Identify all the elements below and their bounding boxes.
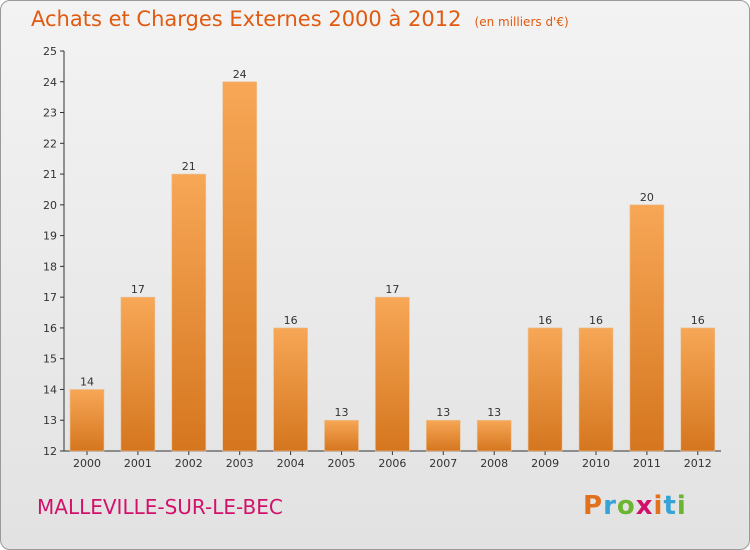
data-label-2012: 16 — [691, 314, 705, 327]
x-tick-label-2009: 2009 — [531, 457, 559, 470]
bar-2011 — [629, 204, 665, 452]
bar-2007 — [425, 419, 461, 452]
data-label-2009: 16 — [538, 314, 552, 327]
bar-2009 — [527, 327, 563, 452]
data-label-2002: 21 — [182, 160, 196, 173]
logo-letter: x — [635, 491, 654, 521]
bar-2003 — [222, 81, 257, 452]
x-tick-label-2007: 2007 — [429, 457, 457, 470]
bar-2006 — [375, 296, 410, 452]
logo-letter: o — [616, 491, 636, 521]
data-label-2008: 13 — [487, 406, 501, 419]
data-labels: 14 17 21 24 16 13 17 13 13 16 16 20 16 — [80, 68, 705, 419]
commune-name: MALLEVILLE-SUR-LE-BEC — [37, 495, 283, 519]
data-label-2004: 16 — [284, 314, 298, 327]
data-label-2007: 13 — [436, 406, 450, 419]
data-label-2005: 13 — [335, 406, 349, 419]
proxiti-logo: Proxiti — [583, 491, 687, 521]
logo-letter: t — [663, 491, 677, 521]
logo-letter: r — [603, 491, 617, 521]
y-tick-label: 16 — [43, 322, 57, 335]
y-tick-label: 18 — [43, 260, 57, 273]
y-tick-label: 15 — [43, 353, 57, 366]
axes: 12 13 14 15 16 17 18 19 20 21 22 23 24 25 2000 2001 2002… — [43, 45, 721, 470]
logo-letter: i — [653, 491, 664, 521]
bar-2010 — [578, 327, 614, 452]
x-tick-label-2003: 2003 — [226, 457, 254, 470]
bar-2004 — [273, 327, 308, 452]
data-label-2000: 14 — [80, 375, 94, 388]
bar-2000 — [69, 389, 105, 452]
bar-2002 — [171, 173, 207, 452]
data-label-2010: 16 — [589, 314, 603, 327]
data-label-2001: 17 — [131, 283, 145, 296]
title-text: Achats et Charges Externes 2000 à 2012 — [31, 7, 462, 31]
logo-letter: i — [676, 491, 687, 521]
y-tick-label: 12 — [43, 445, 57, 458]
y-tick-label: 24 — [43, 76, 57, 89]
x-tick-label-2012: 2012 — [684, 457, 712, 470]
x-tick-label-2000: 2000 — [73, 457, 101, 470]
bar-2008 — [476, 419, 512, 452]
bar-2001 — [120, 296, 156, 452]
y-tick-label: 23 — [43, 107, 57, 120]
x-tick-label-2004: 2004 — [277, 457, 305, 470]
x-tick-label-2008: 2008 — [480, 457, 508, 470]
logo-letter: P — [583, 491, 604, 521]
x-tick-label-2005: 2005 — [328, 457, 356, 470]
y-tick-label: 20 — [43, 199, 57, 212]
data-label-2003: 24 — [233, 68, 247, 81]
unit-note: (en milliers d'€) — [474, 15, 569, 29]
x-tick-label-2006: 2006 — [378, 457, 406, 470]
data-label-2006: 17 — [385, 283, 399, 296]
y-tick-label: 13 — [43, 414, 57, 427]
y-tick-label: 25 — [43, 45, 57, 58]
x-tick-label-2002: 2002 — [175, 457, 203, 470]
y-tick-label: 19 — [43, 230, 57, 243]
x-tick-label-2010: 2010 — [582, 457, 610, 470]
y-tick-label: 22 — [43, 137, 57, 150]
data-label-2011: 20 — [640, 191, 654, 204]
x-tick-label-2011: 2011 — [633, 457, 661, 470]
y-tick-label: 17 — [43, 291, 57, 304]
x-tick-label-2001: 2001 — [124, 457, 152, 470]
chart-title: Achats et Charges Externes 2000 à 2012 (… — [31, 7, 569, 31]
bar-2005 — [324, 419, 359, 452]
bars — [69, 81, 716, 452]
bar-2012 — [680, 327, 716, 452]
y-tick-label: 14 — [43, 383, 57, 396]
y-tick-label: 21 — [43, 168, 57, 181]
